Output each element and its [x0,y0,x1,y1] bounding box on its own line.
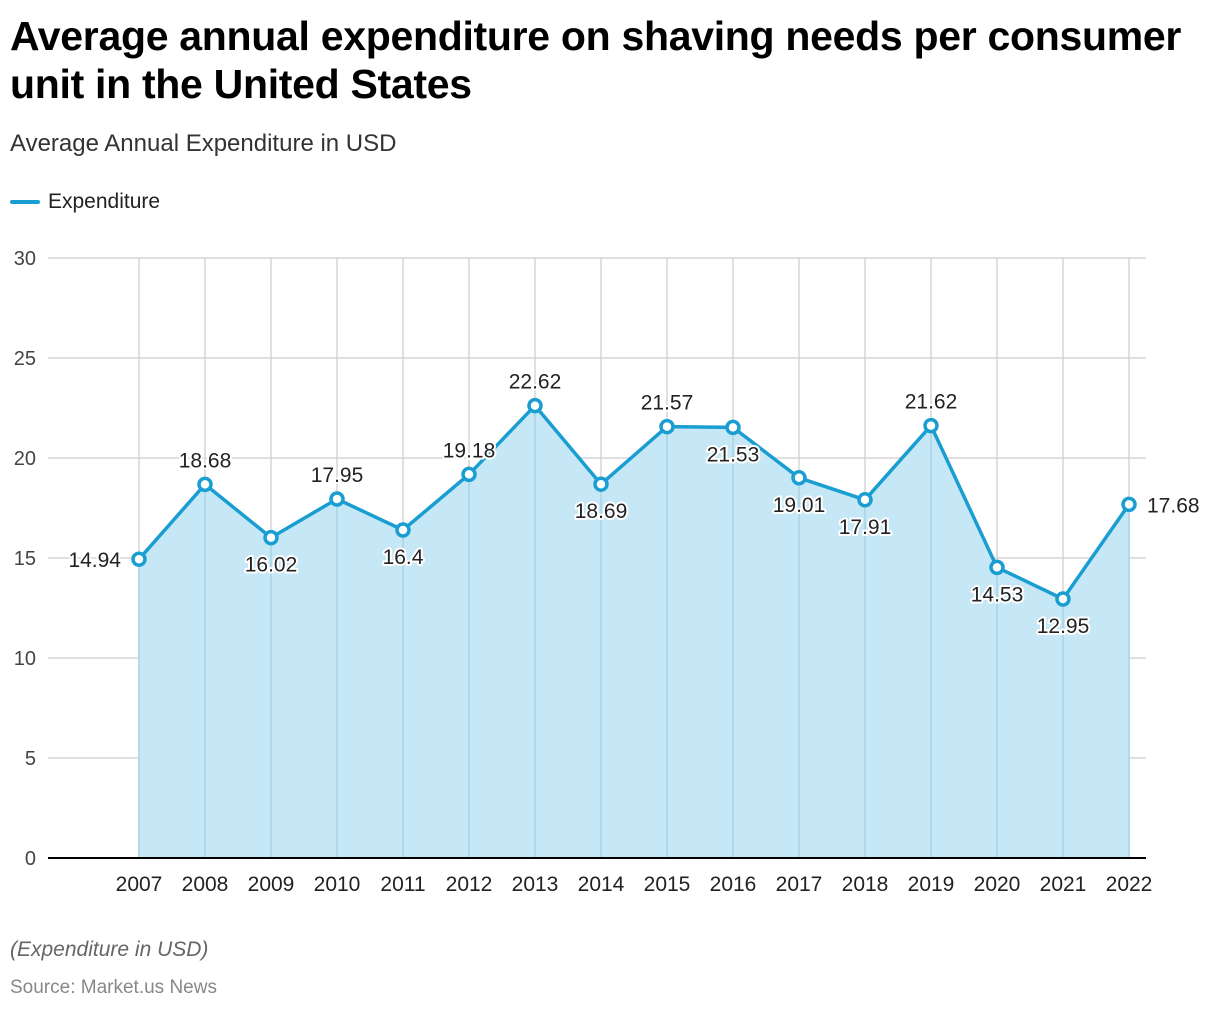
x-tick-label: 2021 [1040,873,1087,896]
chart-title: Average annual expenditure on shaving ne… [10,13,1182,107]
y-tick-label: 5 [25,748,36,770]
data-point [461,466,477,483]
x-tick-label: 2010 [314,873,361,896]
x-tick-label: 2014 [578,873,625,896]
series-line-expenditure [137,403,1131,601]
footnote: (Expenditure in USD) [10,938,209,961]
data-label: 16.4 [383,546,424,569]
data-labels: 14.94 18.68 16.02 17.95 16.4 19.18 22.62 18.69 2… [66,369,1201,640]
x-tick-label: 2012 [446,873,493,896]
data-point [131,551,147,567]
data-point [593,476,609,492]
data-point [791,470,807,486]
x-tick-label: 2017 [776,873,823,896]
data-label: 18.69 [575,500,628,523]
x-tick-label: 2008 [182,873,229,896]
y-tick-label: 10 [14,648,36,670]
data-point [857,492,873,508]
x-tick-label: 2007 [116,873,163,896]
data-label: 17.68 [1147,494,1200,517]
data-label: 12.95 [1037,615,1090,638]
data-point [659,418,675,435]
y-tick-label: 25 [14,348,36,370]
data-label: 14.53 [971,583,1024,606]
data-points [131,397,1137,607]
data-point [329,491,345,507]
legend-swatch [10,200,40,204]
chart-subtitle: Average Annual Expenditure in USD [10,130,397,157]
data-label: 18.68 [179,449,232,472]
legend: Expenditure [10,190,160,214]
y-tick-label: 0 [25,848,36,870]
data-label: 21.57 [641,392,694,415]
line-chart: 0 5 10 15 20 25 30 2007 2008 2009 2010 2011 2012 201… [14,248,1202,896]
y-tick-label: 30 [14,248,36,270]
x-tick-label: 2018 [842,873,889,896]
data-label: 22.62 [509,371,562,394]
data-point [725,419,741,436]
data-label: 19.18 [443,439,496,462]
source-credit: Source: Market.us News [10,977,217,998]
data-point [923,417,939,434]
x-gridlines-over-area [138,405,1130,858]
data-label: 14.94 [68,549,121,572]
data-point [197,476,213,493]
y-tick-label: 20 [14,448,36,470]
x-tick-label: 2015 [644,873,691,896]
x-tick-label: 2013 [512,873,559,896]
x-tick-label: 2020 [974,873,1021,896]
x-tick-label: 2019 [908,873,955,896]
x-tick-label: 2022 [1106,873,1153,896]
data-point [395,522,411,538]
x-tick-label: 2009 [248,873,295,896]
legend-label: Expenditure [48,190,161,213]
x-tick-labels: 2007 2008 2009 2010 2011 2012 2013 2014 2015 2016… [116,873,1153,896]
data-point [1055,591,1071,607]
area-fill [139,405,1129,858]
data-point [527,397,543,414]
data-label: 17.91 [839,516,892,539]
y-tick-label: 15 [14,548,36,570]
data-point [989,559,1005,576]
data-label: 19.01 [773,494,826,517]
x-tick-label: 2016 [710,873,757,896]
data-point [263,529,279,546]
y-tick-labels: 0 5 10 15 20 25 30 [14,248,36,870]
data-label: 21.53 [707,443,760,466]
data-label: 17.95 [311,464,364,487]
data-point [1121,496,1137,513]
data-label: 16.02 [245,554,298,577]
x-tick-label: 2011 [380,873,425,896]
data-label: 21.62 [905,391,958,414]
